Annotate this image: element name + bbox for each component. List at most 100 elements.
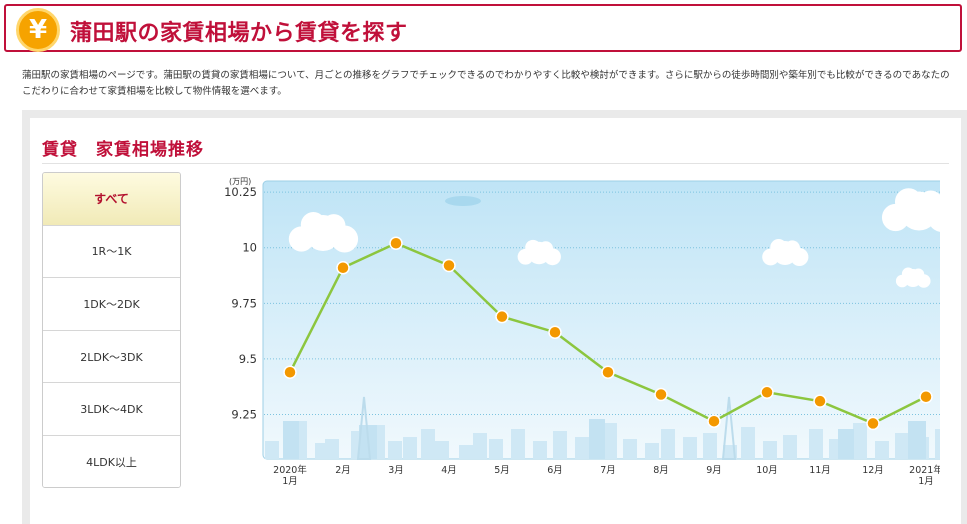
skyline-building [623, 439, 637, 459]
data-point [919, 389, 933, 404]
x-tick-label: 9月 [706, 465, 722, 476]
skyline-building [875, 441, 889, 459]
x-tick-label: 11月 [809, 465, 831, 476]
tab-4ldk-plus[interactable]: 4LDK以上 [43, 435, 180, 487]
x-tick-label: 10月 [756, 465, 778, 476]
x-tick-label: 1月 [918, 476, 934, 487]
skyline-building [533, 441, 547, 459]
skyline-building [421, 429, 435, 459]
tab-3ldk-4dk[interactable]: 3LDK〜4DK [43, 383, 180, 436]
skyline-building [489, 439, 503, 459]
y-axis-unit: (万円) [229, 177, 251, 186]
x-tick-label: 2月 [335, 465, 351, 476]
cloud [762, 239, 809, 266]
skyline-building [838, 429, 854, 459]
skyline-building [388, 441, 402, 459]
yen-icon: ¥ [16, 8, 60, 52]
data-point [336, 260, 350, 275]
skyline-building [783, 435, 797, 459]
panel-body: 賃貸 家賃相場推移 すべて 1R〜1K 1DK〜2DK 2LDK〜3DK 3LD… [30, 118, 961, 524]
cloud [517, 239, 561, 266]
plot-area [262, 180, 954, 460]
x-tick-label: 2021年 [909, 464, 940, 476]
data-point [760, 385, 774, 400]
skyline-building [473, 433, 487, 459]
tab-1r-1k[interactable]: 1R〜1K [43, 225, 180, 279]
x-tick-label: 1月 [282, 476, 298, 487]
tab-all[interactable]: すべて [43, 173, 180, 226]
skyline-building [645, 443, 659, 459]
skyline-building [661, 429, 675, 459]
x-tick-label: 4月 [441, 465, 457, 476]
cloud-puff [322, 214, 346, 238]
cloud-puff [770, 239, 787, 256]
cloud-puff [525, 239, 541, 256]
skyline-building [603, 423, 617, 459]
data-point [389, 236, 403, 251]
layout-filter-tabs: すべて 1R〜1K 1DK〜2DK 2LDK〜3DK 3LDK〜4DK 4LDK… [42, 172, 181, 488]
x-tick-label: 12月 [862, 465, 884, 476]
tab-2ldk-3dk[interactable]: 2LDK〜3DK [43, 330, 180, 384]
cloud-puff [912, 268, 925, 281]
tab-1dk-2dk[interactable]: 1DK〜2DK [43, 278, 180, 331]
cloud [895, 267, 931, 288]
cloud-puff [538, 241, 554, 256]
x-tick-label: 7月 [600, 465, 616, 476]
x-tick-label: 5月 [494, 465, 510, 476]
data-point [601, 365, 615, 380]
cloud-puff [901, 267, 915, 281]
cloud-puff [918, 190, 944, 216]
skyline-building [703, 433, 717, 459]
skyline-building [403, 437, 417, 459]
skyline-building [435, 441, 449, 459]
skyline-building [589, 419, 605, 459]
x-tick-label: 3月 [388, 465, 404, 476]
rent-trend-panel: 賃貸 家賃相場推移 すべて 1R〜1K 1DK〜2DK 2LDK〜3DK 3LD… [22, 110, 967, 524]
skyline-building [553, 431, 567, 459]
data-point [283, 365, 297, 380]
y-tick-label: 9.25 [231, 408, 257, 422]
x-tick-label: 6月 [547, 465, 563, 476]
y-tick-label: 9.5 [239, 352, 257, 366]
tower [721, 396, 737, 460]
page-title: 蒲田駅の家賃相場から賃貸を探す [70, 21, 408, 46]
skyline-building [908, 421, 926, 459]
skyline-building [683, 437, 697, 459]
panel-title: 賃貸 家賃相場推移 [42, 140, 204, 160]
skyline-building [283, 421, 299, 459]
skyline-building [741, 427, 755, 459]
y-tick-label: 10.25 [224, 185, 257, 199]
rent-chart: 9.25 9.5 9.75 10 10.25 (万円) 2020年 1月 2月 3月 4月 5月 6月… [190, 164, 958, 524]
skyline-building [935, 429, 949, 459]
blimp-icon [445, 196, 481, 206]
y-tick-label: 10 [242, 241, 257, 255]
cloud-puff [894, 188, 923, 216]
data-point [495, 309, 509, 324]
cloud-puff [300, 212, 326, 238]
skyline-building [809, 429, 823, 459]
intro-text: 蒲田駅の家賃相場のページです。蒲田駅の賃貸の家賃相場について、月ごとの推移をグラ… [22, 70, 950, 97]
x-tick-label: 2020年 [273, 464, 307, 476]
panel-divider [42, 163, 949, 164]
skyline-building [459, 445, 473, 459]
x-tick-label: 8月 [653, 465, 669, 476]
page-header: ¥ 蒲田駅の家賃相場から賃貸を探す [4, 4, 962, 52]
data-point [442, 258, 456, 273]
data-point [654, 387, 668, 402]
cloud [288, 212, 359, 253]
cloud-puff [784, 240, 800, 256]
y-tick-label: 9.75 [231, 296, 257, 310]
skyline-building [265, 441, 279, 459]
skyline-building [853, 423, 867, 459]
skyline-building [895, 433, 909, 459]
skyline-building [325, 439, 339, 459]
data-point [866, 416, 880, 431]
skyline-building [575, 437, 589, 459]
tower [356, 396, 372, 460]
skyline-building [511, 429, 525, 459]
data-point [813, 394, 827, 408]
data-point [548, 325, 562, 339]
data-point [707, 414, 721, 428]
skyline-building [763, 441, 777, 459]
